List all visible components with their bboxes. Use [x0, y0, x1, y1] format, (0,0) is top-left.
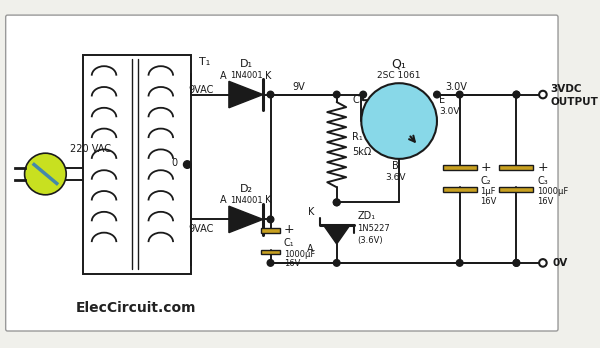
Text: 0V: 0V — [553, 258, 568, 268]
Circle shape — [513, 260, 520, 266]
Text: 1000μF: 1000μF — [284, 250, 315, 259]
FancyBboxPatch shape — [5, 15, 558, 331]
Text: 2SC 1061: 2SC 1061 — [377, 71, 421, 80]
Text: 3VDC: 3VDC — [550, 84, 582, 94]
Text: 3.0V: 3.0V — [439, 107, 460, 116]
Circle shape — [267, 260, 274, 266]
Text: A: A — [307, 244, 314, 254]
Polygon shape — [323, 225, 350, 244]
Bar — [499, 166, 533, 170]
Text: 1N4001: 1N4001 — [230, 196, 262, 205]
Bar — [261, 250, 280, 254]
Polygon shape — [229, 81, 263, 108]
Text: 9VAC: 9VAC — [188, 224, 214, 234]
Text: E: E — [439, 95, 445, 105]
Text: 3.0V: 3.0V — [445, 82, 467, 92]
Circle shape — [360, 91, 367, 98]
Text: A: A — [220, 196, 227, 205]
Text: 5kΩ: 5kΩ — [352, 147, 371, 157]
Text: 0: 0 — [172, 158, 178, 168]
Text: 1N5227: 1N5227 — [358, 224, 390, 234]
Text: K: K — [265, 71, 272, 81]
Circle shape — [539, 259, 547, 267]
Text: A: A — [220, 71, 227, 81]
Text: C: C — [353, 95, 359, 105]
Bar — [443, 187, 476, 192]
Circle shape — [267, 216, 274, 223]
Circle shape — [513, 91, 520, 98]
Text: 3.6V: 3.6V — [385, 173, 406, 182]
Circle shape — [334, 199, 340, 206]
Text: C₁: C₁ — [284, 238, 295, 248]
Text: T₁: T₁ — [199, 57, 210, 68]
Circle shape — [539, 91, 547, 98]
Circle shape — [513, 91, 520, 98]
Circle shape — [334, 199, 340, 206]
Circle shape — [434, 91, 440, 98]
Text: +: + — [481, 161, 491, 174]
Bar — [261, 228, 280, 233]
Text: 16V: 16V — [481, 197, 497, 206]
Text: 9V: 9V — [293, 82, 305, 92]
Text: 1N4001: 1N4001 — [230, 71, 262, 80]
Polygon shape — [229, 206, 263, 233]
Text: +: + — [537, 161, 548, 174]
Text: 220 VAC: 220 VAC — [70, 144, 111, 155]
Text: K: K — [265, 196, 272, 205]
Circle shape — [457, 91, 463, 98]
Text: D₂: D₂ — [239, 184, 253, 194]
Circle shape — [267, 91, 274, 98]
Text: 16V: 16V — [284, 259, 300, 268]
Text: (3.6V): (3.6V) — [358, 236, 383, 245]
Text: K: K — [308, 207, 314, 217]
Text: C₃: C₃ — [537, 176, 548, 185]
Circle shape — [334, 260, 340, 266]
Circle shape — [513, 260, 520, 266]
Circle shape — [25, 153, 66, 195]
Text: 1000μF: 1000μF — [537, 188, 568, 197]
Bar — [83, 55, 191, 274]
Text: 1μF: 1μF — [481, 188, 496, 197]
Text: D₁: D₁ — [239, 59, 253, 69]
Text: ZD₁: ZD₁ — [358, 211, 376, 221]
Circle shape — [184, 161, 191, 168]
Circle shape — [361, 83, 437, 159]
Bar — [499, 187, 533, 192]
Text: R₁: R₁ — [352, 132, 362, 142]
Text: B: B — [392, 161, 399, 172]
Text: 9VAC: 9VAC — [188, 85, 214, 95]
Text: +: + — [284, 223, 295, 236]
Bar — [443, 166, 476, 170]
Text: ElecCircuit.com: ElecCircuit.com — [76, 301, 196, 315]
Circle shape — [334, 91, 340, 98]
Text: Q₁: Q₁ — [392, 58, 407, 71]
Text: 16V: 16V — [537, 197, 554, 206]
Text: C₂: C₂ — [481, 176, 491, 185]
Text: OUTPUT: OUTPUT — [550, 97, 598, 107]
Circle shape — [457, 260, 463, 266]
